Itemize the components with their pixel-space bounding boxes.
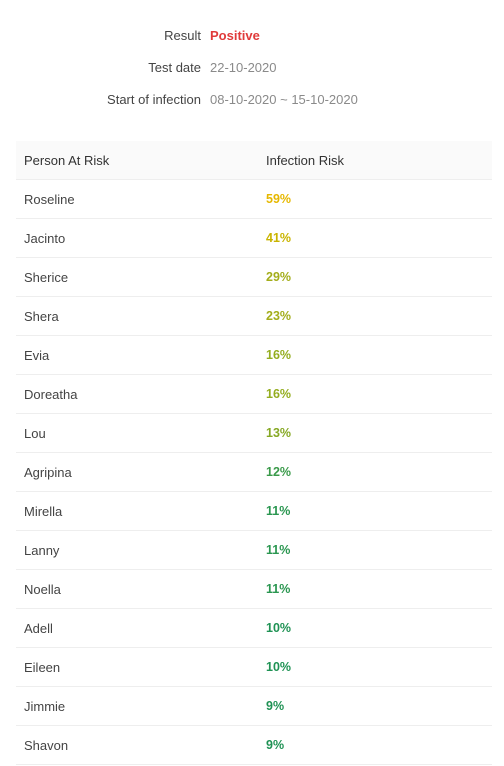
person-name: Sherice (24, 270, 69, 285)
person-name: Jacinto (24, 231, 66, 246)
infection-risk-value: 11% (266, 543, 291, 557)
table-row[interactable]: Mirella 11% (16, 492, 492, 531)
person-name: Mirella (24, 504, 63, 519)
infection-risk-value: 9% (266, 738, 285, 752)
person-name: Jimmie (24, 699, 66, 714)
result-value: Positive (210, 28, 260, 43)
table-body: Roseline 59% Jacinto 41% Sherice 29% Shera 23% E… (16, 180, 492, 765)
infection-value: 08-10-2020 ~ 15-10-2020 (210, 92, 358, 107)
person-name: Lanny (24, 543, 60, 558)
table-row[interactable]: Lou 13% (16, 414, 492, 453)
table-header: Person At Risk Infection Risk (16, 141, 492, 180)
table-row[interactable]: Doreatha 16% (16, 375, 492, 414)
table-row[interactable]: Adell 10% (16, 609, 492, 648)
table-row[interactable]: Agripina 12% (16, 453, 492, 492)
infection-risk-value: 9% (266, 699, 285, 713)
table-row[interactable]: Lanny 11% (16, 531, 492, 570)
table-row[interactable]: Evia 16% (16, 336, 492, 375)
table-row[interactable]: Sherice 29% (16, 258, 492, 297)
infection-risk-value: 23% (266, 309, 292, 323)
infection-risk-value: 11% (266, 504, 291, 518)
infection-label: Start of infection (107, 92, 201, 107)
table-row[interactable]: Shavon 9% (16, 726, 492, 765)
table-row[interactable]: Jimmie 9% (16, 687, 492, 726)
table-row[interactable]: Shera 23% (16, 297, 492, 336)
person-name: Lou (24, 426, 46, 441)
infection-risk-value: 16% (266, 348, 292, 362)
infection-risk-value: 12% (266, 465, 292, 479)
person-name: Agripina (24, 465, 72, 480)
table-row[interactable]: Eileen 10% (16, 648, 492, 687)
table-row[interactable]: Jacinto 41% (16, 219, 492, 258)
infection-risk-value: 10% (266, 621, 292, 635)
infection-risk-value: 11% (266, 582, 291, 596)
infection-risk-value: 59% (266, 192, 292, 206)
test-date-row: Test date 22-10-2020 (0, 58, 504, 78)
person-name: Roseline (24, 192, 75, 207)
infection-row: Start of infection 08-10-2020 ~ 15-10-20… (0, 90, 504, 110)
infection-risk-value: 41% (266, 231, 292, 245)
table-row[interactable]: Noella 11% (16, 570, 492, 609)
infection-risk-value: 10% (266, 660, 292, 674)
person-name: Adell (24, 621, 53, 636)
test-date-value: 22-10-2020 (210, 60, 277, 75)
header-person: Person At Risk (24, 153, 110, 168)
test-date-label: Test date (148, 60, 201, 75)
person-name: Shavon (24, 738, 69, 753)
infection-risk-value: 13% (266, 426, 292, 440)
risk-table: Person At Risk Infection Risk Roseline 59… (16, 141, 492, 765)
person-name: Noella (24, 582, 61, 597)
infection-risk-value: 29% (266, 270, 292, 284)
result-row: Result Positive (0, 26, 504, 46)
person-name: Doreatha (24, 387, 78, 402)
header-risk: Infection Risk (266, 153, 345, 168)
person-name: Eileen (24, 660, 61, 675)
result-label: Result (164, 28, 201, 43)
person-name: Shera (24, 309, 59, 324)
table-row[interactable]: Roseline 59% (16, 180, 492, 219)
infection-risk-value: 16% (266, 387, 292, 401)
person-name: Evia (24, 348, 50, 363)
